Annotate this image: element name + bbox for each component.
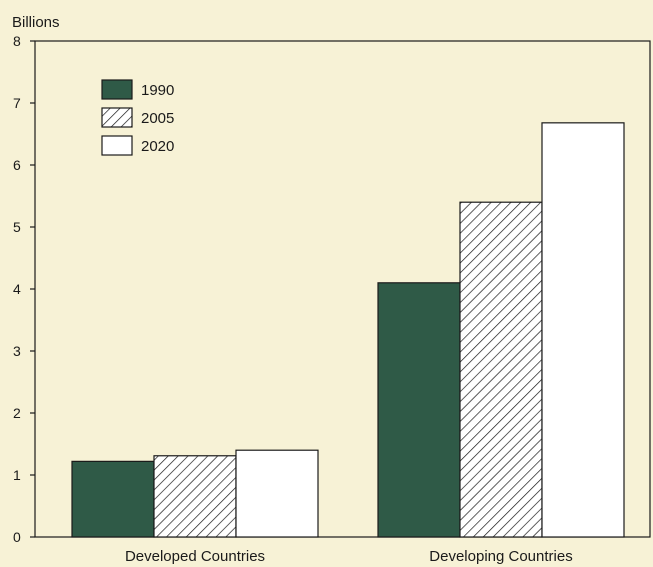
y-tick-label: 3: [13, 343, 21, 359]
bar-2005-developing-countries: [459, 201, 543, 538]
bar-1990-developing-countries: [377, 282, 461, 538]
plot-area: 0 1 2 3 4 5 6 7 8 Developed Countries Developing …: [13, 33, 651, 565]
x-category-label: Developed Countries: [125, 548, 265, 565]
y-tick-label: 8: [13, 33, 21, 49]
y-tick-label: 5: [13, 219, 21, 235]
y-axis-label: Billions: [12, 14, 60, 31]
x-axis: Developed Countries Developing Countries: [125, 548, 573, 565]
legend-swatch: [101, 135, 133, 156]
bar-2005-developed-countries: [153, 455, 237, 538]
y-tick-label: 6: [13, 157, 21, 173]
bar-2020-developed-countries: [235, 449, 319, 538]
legend-label: 2020: [141, 138, 174, 155]
legend-label: 1990: [141, 82, 174, 99]
y-tick-label: 7: [13, 95, 21, 111]
bars: [71, 122, 625, 538]
legend: 1990 2005 2020: [101, 79, 174, 156]
x-category-label: Developing Countries: [429, 548, 572, 565]
bar-2020-developing-countries: [541, 122, 625, 538]
legend-swatch: [101, 107, 133, 128]
legend-swatch: [101, 79, 133, 100]
y-tick-label: 4: [13, 281, 21, 297]
y-tick-label: 1: [13, 467, 21, 483]
legend-label: 2005: [141, 110, 174, 127]
y-tick-label: 2: [13, 405, 21, 421]
bar-1990-developed-countries: [71, 460, 155, 538]
y-axis: 0 1 2 3 4 5 6 7 8: [13, 33, 35, 545]
y-tick-label: 0: [13, 529, 21, 545]
